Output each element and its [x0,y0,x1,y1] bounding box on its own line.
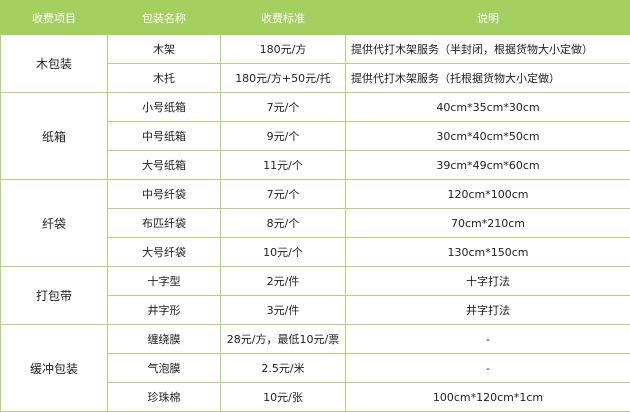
description-cell: 39cm*49cm*60cm [345,150,630,180]
package-name-cell: 布匹纤袋 [107,208,221,238]
package-name-cell: 缠绕膜 [107,324,221,354]
package-name-cell: 大号纤袋 [107,237,221,267]
table-row: 大号纸箱 11元/个 39cm*49cm*60cm [1,150,630,180]
header-description: 说明 [345,0,630,35]
description-cell: 130cm*150cm [345,237,630,267]
package-name-cell: 小号纸箱 [107,92,221,122]
description-cell: 100cm*120cm*1cm [345,382,630,412]
category-cell: 木包装 [0,34,108,93]
table-row: 缓冲包装 缠绕膜 28元/方，最低10元/票 - [0,324,630,412]
description-cell: - [345,353,630,383]
price-cell: 8元/个 [220,208,346,238]
category-cell: 纤袋 [0,179,108,267]
header-fee-item: 收费项目 [0,0,108,35]
package-name-cell: 十字型 [107,266,221,296]
price-cell: 11元/个 [220,150,346,180]
table-row: 木包装 木架 180元/方 提供代打木架服务（半封闭，根据货物大小定做） [0,34,630,93]
package-name-cell: 中号纸箱 [107,121,221,151]
price-cell: 7元/个 [220,92,346,122]
price-cell: 2元/件 [220,266,346,296]
description-cell: 十字打法 [345,266,630,296]
table-header-row: 收费项目 包装名称 收费标准 说明 [0,0,630,35]
table-row: 布匹纤袋 8元/个 70cm*210cm [1,208,630,238]
table-row: 打包带 十字型 2元/件 十字打法 [0,266,630,325]
package-name-cell: 中号纤袋 [107,179,221,209]
description-cell: 40cm*35cm*30cm [345,92,630,122]
description-cell: 70cm*210cm [345,208,630,238]
table-row: 珍珠棉 10元/张 100cm*120cm*1cm [1,382,630,412]
price-cell: 10元/张 [220,382,346,412]
description-cell: 120cm*100cm [345,179,630,209]
price-cell: 2.5元/米 [220,353,346,383]
package-name-cell: 井字形 [107,295,221,325]
description-cell: 提供代打木架服务（托根据货物大小定做） [345,63,630,93]
table-row: 纸箱 小号纸箱 7元/个 40cm*35cm*30cm [0,92,630,180]
price-cell: 28元/方，最低10元/票 [220,324,346,354]
category-cell: 打包带 [0,266,108,325]
price-cell: 3元/件 [220,295,346,325]
header-fee-standard: 收费标准 [220,0,346,35]
price-cell: 180元/方 [220,34,346,64]
table-row: 中号纸箱 9元/个 30cm*40cm*50cm [1,121,630,151]
price-cell: 9元/个 [220,121,346,151]
description-cell: 30cm*40cm*50cm [345,121,630,151]
table-row: 纤袋 中号纤袋 7元/个 120cm*100cm [0,179,630,267]
description-cell: - [345,324,630,354]
package-name-cell: 气泡膜 [107,353,221,383]
table-row: 气泡膜 2.5元/米 - [1,353,630,383]
package-name-cell: 木托 [107,63,221,93]
category-cell: 缓冲包装 [0,324,108,412]
description-cell: 提供代打木架服务（半封闭，根据货物大小定做） [345,34,630,64]
package-name-cell: 珍珠棉 [107,382,221,412]
price-cell: 7元/个 [220,179,346,209]
price-cell: 180元/方+50元/托 [220,63,346,93]
category-cell: 纸箱 [0,92,108,180]
table-row: 大号纤袋 10元/个 130cm*150cm [1,237,630,267]
header-package-name: 包装名称 [107,0,221,35]
description-cell: 井字打法 [345,295,630,325]
package-name-cell: 木架 [107,34,221,64]
package-name-cell: 大号纸箱 [107,150,221,180]
price-cell: 10元/个 [220,237,346,267]
